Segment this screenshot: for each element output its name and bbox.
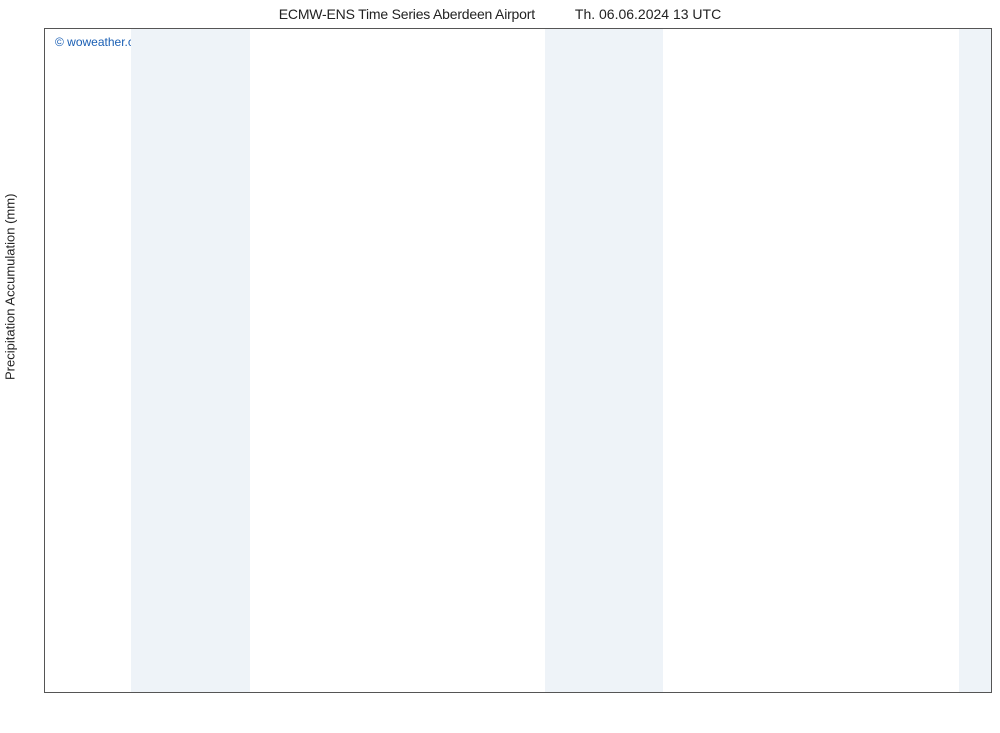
x-tick-label: 18.06 xyxy=(708,692,738,693)
x-tick-mark xyxy=(604,692,605,693)
plot-area: © woweather.com 02040608010008.0610.0612… xyxy=(44,28,992,693)
y-tick-label: 0 xyxy=(44,685,45,693)
chart-title-right: Th. 06.06.2024 13 UTC xyxy=(575,6,721,22)
x-tick-mark xyxy=(367,692,368,693)
x-tick-label: 16.06 xyxy=(589,692,619,693)
x-tick-mark xyxy=(840,692,841,693)
x-tick-mark xyxy=(249,692,250,693)
x-tick-mark xyxy=(131,692,132,693)
x-tick-mark xyxy=(959,692,960,693)
chart-root: ECMW-ENS Time Series Aberdeen Airport Th… xyxy=(0,0,1000,733)
y-axis-label: Precipitation Accumulation (mm) xyxy=(3,194,18,380)
x-tick-label: 12.06 xyxy=(353,692,383,693)
y-tick-label: 100 xyxy=(44,28,45,36)
chart-title-row: ECMW-ENS Time Series Aberdeen Airport Th… xyxy=(0,0,1000,28)
weekend-band xyxy=(959,29,991,692)
chart-title-left: ECMW-ENS Time Series Aberdeen Airport xyxy=(279,6,535,22)
x-tick-mark xyxy=(722,692,723,693)
weekend-band xyxy=(545,29,663,692)
y-tick-label: 80 xyxy=(44,155,45,169)
plot-area-wrap: © woweather.com 02040608010008.0610.0612… xyxy=(44,28,992,693)
x-tick-mark xyxy=(486,692,487,693)
y-tick-label: 60 xyxy=(44,287,45,301)
x-tick-label: 14.06 xyxy=(471,692,501,693)
weekend-band xyxy=(131,29,249,692)
x-tick-label: 20.06 xyxy=(826,692,856,693)
y-tick-label: 40 xyxy=(44,420,45,434)
x-tick-label: 22.06 xyxy=(944,692,974,693)
y-tick-label: 20 xyxy=(44,552,45,566)
x-tick-label: 10.06 xyxy=(235,692,265,693)
x-tick-label: 08.06 xyxy=(116,692,146,693)
